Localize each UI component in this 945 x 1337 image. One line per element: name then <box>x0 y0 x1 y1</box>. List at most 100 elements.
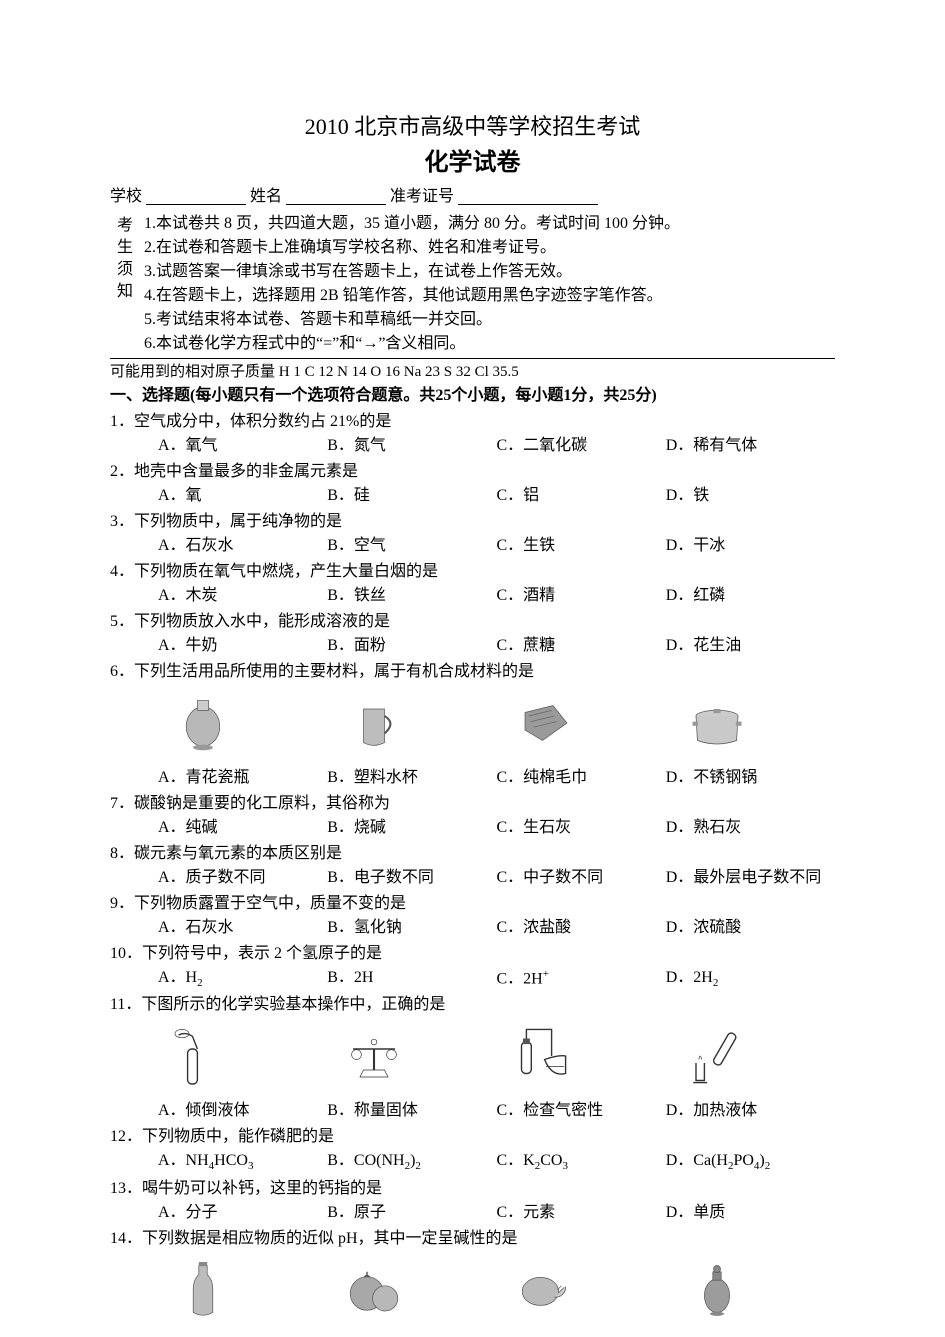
option-d: D．花生油 <box>666 634 835 658</box>
notice-item: 5.考试结束将本试卷、答题卡和草稿纸一并交回。 <box>144 308 835 332</box>
option-a: A．青花瓷瓶 <box>158 766 327 790</box>
name-label: 姓名 <box>250 185 282 209</box>
notice-item: 2.在试卷和答题卡上准确填写学校名称、姓名和准考证号。 <box>144 236 835 260</box>
options-row: A．分子 B．原子 C．元素 D．单质 <box>110 1201 835 1225</box>
t: B．CO(NH <box>327 1152 404 1169</box>
option-d: D．红磷 <box>666 584 835 608</box>
examno-blank <box>458 185 598 205</box>
option-b: B．铁丝 <box>327 584 496 608</box>
question-stem: 5．下列物质放入水中，能形成溶液的是 <box>110 610 835 634</box>
option-c: C．生铁 <box>497 534 666 558</box>
question-stem: 4．下列物质在氧气中燃烧，产生大量白烟的是 <box>110 560 835 584</box>
question-1: 1．空气成分中，体积分数约占 21%的是 A．氧气 B．氮气 C．二氧化碳 D．… <box>110 410 835 458</box>
options-row: A．质子数不同 B．电子数不同 C．中子数不同 D．最外层电子数不同 <box>110 866 835 890</box>
question-stem: 8．碳元素与氧元素的本质区别是 <box>110 842 835 866</box>
option-c: C．铝 <box>497 484 666 508</box>
text: A．H <box>158 969 197 986</box>
option-d: D．不锈钢锅 <box>666 766 835 790</box>
option-a: A．倾倒液体 <box>158 1099 327 1123</box>
option-a: A．石灰水 <box>158 534 327 558</box>
s: 3 <box>248 1160 254 1172</box>
s: 2 <box>415 1160 421 1172</box>
image-row <box>110 1255 835 1333</box>
question-12: 12．下列物质中，能作磷肥的是 A．NH4HCO3 B．CO(NH2)2 C．K… <box>110 1125 835 1175</box>
img-bottle <box>158 1255 321 1333</box>
notice-list: 1.本试卷共 8 页，共四道大题，35 道小题，满分 80 分。考试时间 100… <box>134 212 835 356</box>
option-b: B．氮气 <box>327 434 496 458</box>
option-d: D．单质 <box>666 1201 835 1225</box>
question-stem: 10．下列符号中，表示 2 个氢原子的是 <box>110 942 835 966</box>
img-pour <box>158 1021 321 1099</box>
subscript: 2 <box>713 977 719 989</box>
student-info-line: 学校 姓名 准考证号 <box>110 185 835 209</box>
question-stem: 13．喝牛奶可以补钙，这里的钙指的是 <box>110 1177 835 1201</box>
option-b: B．硅 <box>327 484 496 508</box>
option-a: A．H2 <box>158 966 327 992</box>
notice-item: 4.在答题卡上，选择题用 2B 铅笔作答，其他试题用黑色字迹签字笔作答。 <box>144 284 835 308</box>
img-vase <box>158 688 321 766</box>
img-balance <box>329 1021 492 1099</box>
option-d: D．熟石灰 <box>666 816 835 840</box>
question-13: 13．喝牛奶可以补钙，这里的钙指的是 A．分子 B．原子 C．元素 D．单质 <box>110 1177 835 1225</box>
t: CO <box>540 1152 562 1169</box>
option-b: B．CO(NH2)2 <box>327 1149 496 1175</box>
option-b: B．空气 <box>327 534 496 558</box>
notice-box: 考生须知 1.本试卷共 8 页，共四道大题，35 道小题，满分 80 分。考试时… <box>110 211 835 356</box>
superscript: + <box>543 968 549 980</box>
notice-item: 3.试题答案一律填涂或书写在答题卡上，在试卷上作答无效。 <box>144 260 835 284</box>
option-b: B．面粉 <box>327 634 496 658</box>
option-b: B．原子 <box>327 1201 496 1225</box>
option-c: C．元素 <box>497 1201 666 1225</box>
divider <box>110 358 835 359</box>
option-b: B．氢化钠 <box>327 916 496 940</box>
subscript: 2 <box>197 977 203 989</box>
option-b: B．塑料水杯 <box>327 766 496 790</box>
options-row: A．氧气 B．氮气 C．二氧化碳 D．稀有气体 <box>110 434 835 458</box>
option-d: D．稀有气体 <box>666 434 835 458</box>
question-6: 6．下列生活用品所使用的主要材料，属于有机合成材料的是 A．青花瓷瓶 B．塑料水… <box>110 660 835 790</box>
question-stem: 11．下图所示的化学实验基本操作中，正确的是 <box>110 993 835 1017</box>
option-a: A．氧 <box>158 484 327 508</box>
img-airtight <box>501 1021 664 1099</box>
img-cup <box>329 688 492 766</box>
option-b: B．2H <box>327 966 496 992</box>
option-a: A．牛奶 <box>158 634 327 658</box>
examno-label: 准考证号 <box>390 185 454 209</box>
option-d: D．Ca(H2PO4)2 <box>666 1149 835 1175</box>
option-a: A．分子 <box>158 1201 327 1225</box>
question-stem: 6．下列生活用品所使用的主要材料，属于有机合成材料的是 <box>110 660 835 684</box>
options-row: A．纯碱 B．烧碱 C．生石灰 D．熟石灰 <box>110 816 835 840</box>
options-row: A．氧 B．硅 C．铝 D．铁 <box>110 484 835 508</box>
img-pot <box>672 688 835 766</box>
options-row: A．石灰水 B．氢化钠 C．浓盐酸 D．浓硫酸 <box>110 916 835 940</box>
t: C．K <box>497 1152 535 1169</box>
option-a: A．石灰水 <box>158 916 327 940</box>
question-stem: 2．地壳中含量最多的非金属元素是 <box>110 460 835 484</box>
text: D．2H <box>666 969 713 986</box>
option-d: D．2H2 <box>666 966 835 992</box>
img-heat <box>672 1021 835 1099</box>
option-c: C．蔗糖 <box>497 634 666 658</box>
s: 3 <box>562 1160 568 1172</box>
question-stem: 14．下列数据是相应物质的近似 pH，其中一定呈碱性的是 <box>110 1227 835 1251</box>
option-b: B．称量固体 <box>327 1099 496 1123</box>
notice-item: 6.本试卷化学方程式中的“=”和“→”含义相同。 <box>144 332 835 356</box>
question-10: 10．下列符号中，表示 2 个氢原子的是 A．H2 B．2H C．2H+ D．2… <box>110 942 835 992</box>
exam-title: 2010 北京市高级中等学校招生考试 <box>110 110 835 143</box>
school-label: 学校 <box>110 185 142 209</box>
option-a: A．纯碱 <box>158 816 327 840</box>
option-d: D．加热液体 <box>666 1099 835 1123</box>
question-4: 4．下列物质在氧气中燃烧，产生大量白烟的是 A．木炭 B．铁丝 C．酒精 D．红… <box>110 560 835 608</box>
question-11: 11．下图所示的化学实验基本操作中，正确的是 A．倾倒液体 B．称量固体 C．检… <box>110 993 835 1123</box>
img-towel <box>501 688 664 766</box>
question-5: 5．下列物质放入水中，能形成溶液的是 A．牛奶 B．面粉 C．蔗糖 D．花生油 <box>110 610 835 658</box>
question-3: 3．下列物质中，属于纯净物的是 A．石灰水 B．空气 C．生铁 D．干冰 <box>110 510 835 558</box>
options-row: A．青花瓷瓶 B．塑料水杯 C．纯棉毛巾 D．不锈钢锅 <box>110 766 835 790</box>
question-stem: 12．下列物质中，能作磷肥的是 <box>110 1125 835 1149</box>
option-d: D．铁 <box>666 484 835 508</box>
option-a: A．质子数不同 <box>158 866 327 890</box>
option-c: C．二氧化碳 <box>497 434 666 458</box>
section-1-title: 一、选择题(每小题只有一个选项符合题意。共25个小题，每小题1分，共25分) <box>110 384 835 408</box>
options-row: A．NH4HCO3 B．CO(NH2)2 C．K2CO3 D．Ca(H2PO4)… <box>110 1149 835 1175</box>
question-7: 7．碳酸钠是重要的化工原料，其俗称为 A．纯碱 B．烧碱 C．生石灰 D．熟石灰 <box>110 792 835 840</box>
